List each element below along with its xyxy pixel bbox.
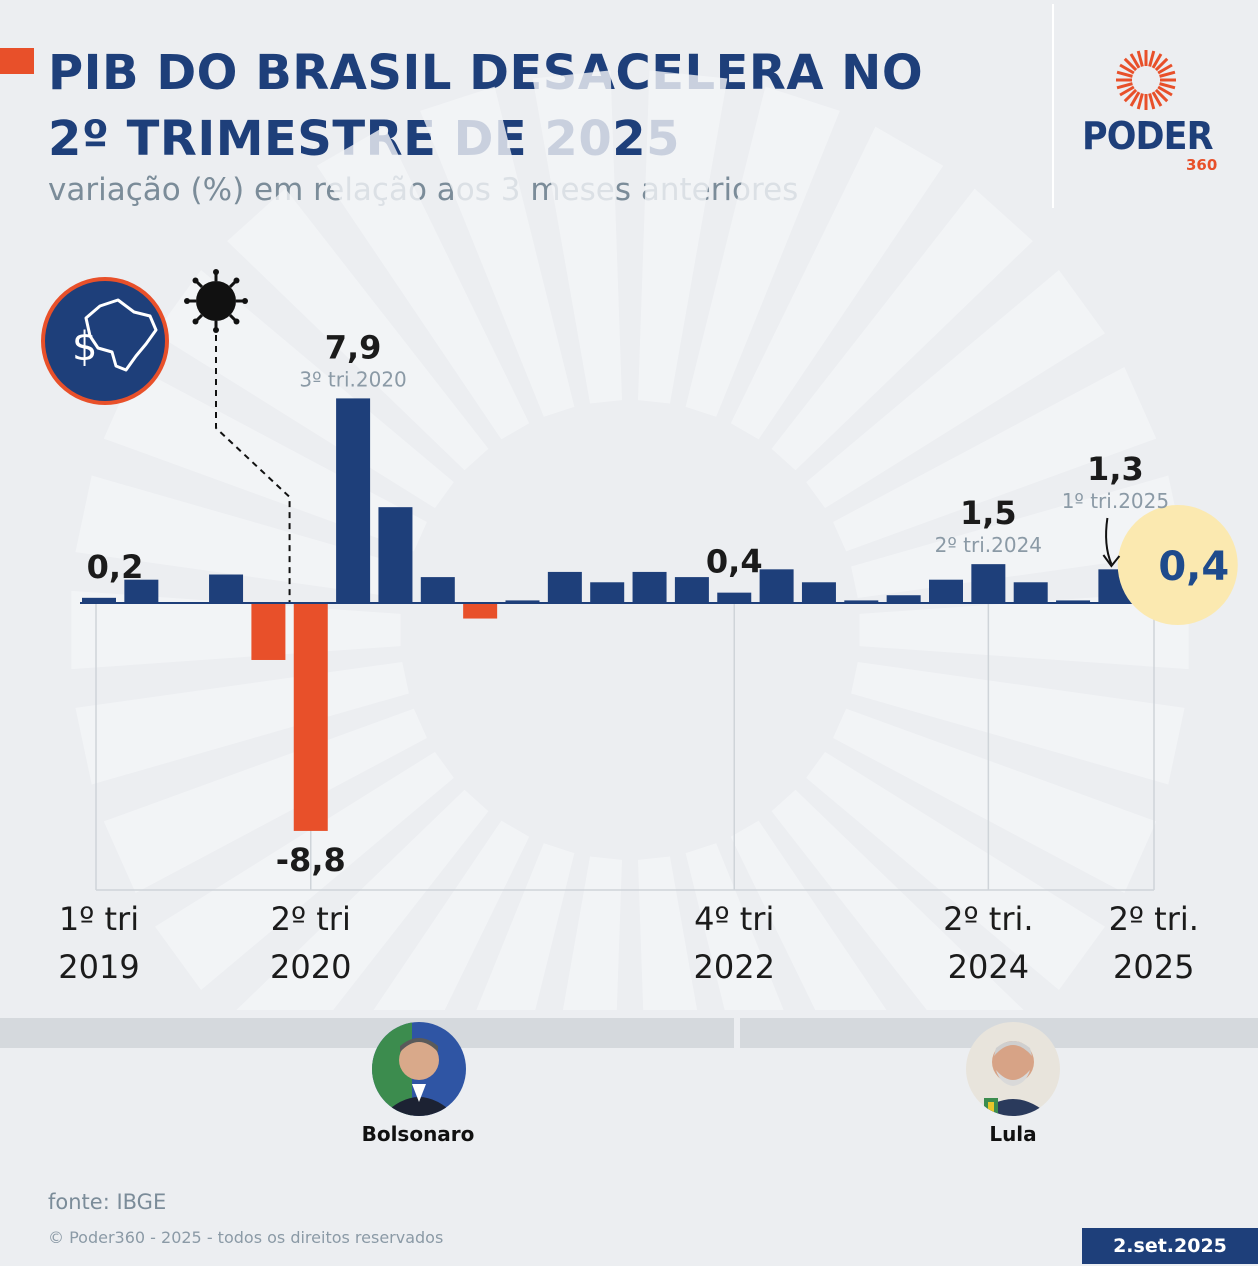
value-label: 0,4 — [706, 543, 763, 581]
bar — [336, 398, 370, 603]
x-tick-label: 2º tri. — [1109, 900, 1199, 938]
date-badge: 2.set.2025 — [1082, 1228, 1258, 1264]
value-sublabel: 2º tri.2024 — [935, 533, 1042, 557]
value-label: 0,2 — [87, 548, 144, 586]
x-tick-label: 2022 — [694, 948, 775, 986]
bar — [548, 572, 582, 603]
bar — [802, 582, 836, 603]
x-tick-label: 2019 — [58, 948, 139, 986]
president-name-bolsonaro: Bolsonaro — [318, 1122, 518, 1146]
x-tick-label: 2024 — [948, 948, 1029, 986]
bar — [633, 572, 667, 603]
bar — [209, 575, 243, 603]
value-sublabel: 1º tri.2025 — [1062, 489, 1169, 513]
x-tick-label: 2025 — [1113, 948, 1194, 986]
value-label: -8,8 — [276, 841, 346, 879]
brazil-money-icon: $ — [43, 279, 167, 403]
era-band-bolsonaro — [0, 1018, 734, 1048]
bar — [251, 603, 285, 660]
avatar-lula — [966, 1022, 1060, 1116]
president-name-lula: Lula — [913, 1122, 1113, 1146]
bar — [463, 603, 497, 619]
x-tick-label: 2020 — [270, 948, 351, 986]
value-label: 1,5 — [960, 494, 1017, 532]
avatar-bolsonaro — [372, 1022, 466, 1116]
x-tick-label: 1º tri — [59, 900, 139, 938]
value-label-highlight: 0,4 — [1158, 544, 1229, 590]
value-label: 1,3 — [1087, 450, 1144, 488]
svg-text:$: $ — [72, 324, 97, 370]
x-tick-label: 4º tri — [694, 900, 774, 938]
bar — [378, 507, 412, 603]
bar — [294, 603, 328, 831]
bar — [887, 595, 921, 603]
bar — [717, 593, 751, 603]
x-tick-label: 2º tri — [271, 900, 351, 938]
bar — [760, 569, 794, 603]
value-sublabel: 3º tri.2020 — [299, 367, 406, 391]
bar — [675, 577, 709, 603]
copyright-note: © Poder360 - 2025 - todos os direitos re… — [48, 1228, 443, 1247]
x-tick-label: 2º tri. — [943, 900, 1033, 938]
value-label: 7,9 — [325, 328, 382, 366]
bar — [1014, 582, 1048, 603]
source-note: fonte: IBGE — [48, 1190, 166, 1214]
bar — [421, 577, 455, 603]
bar — [590, 582, 624, 603]
bar — [929, 580, 963, 603]
bar — [971, 564, 1005, 603]
